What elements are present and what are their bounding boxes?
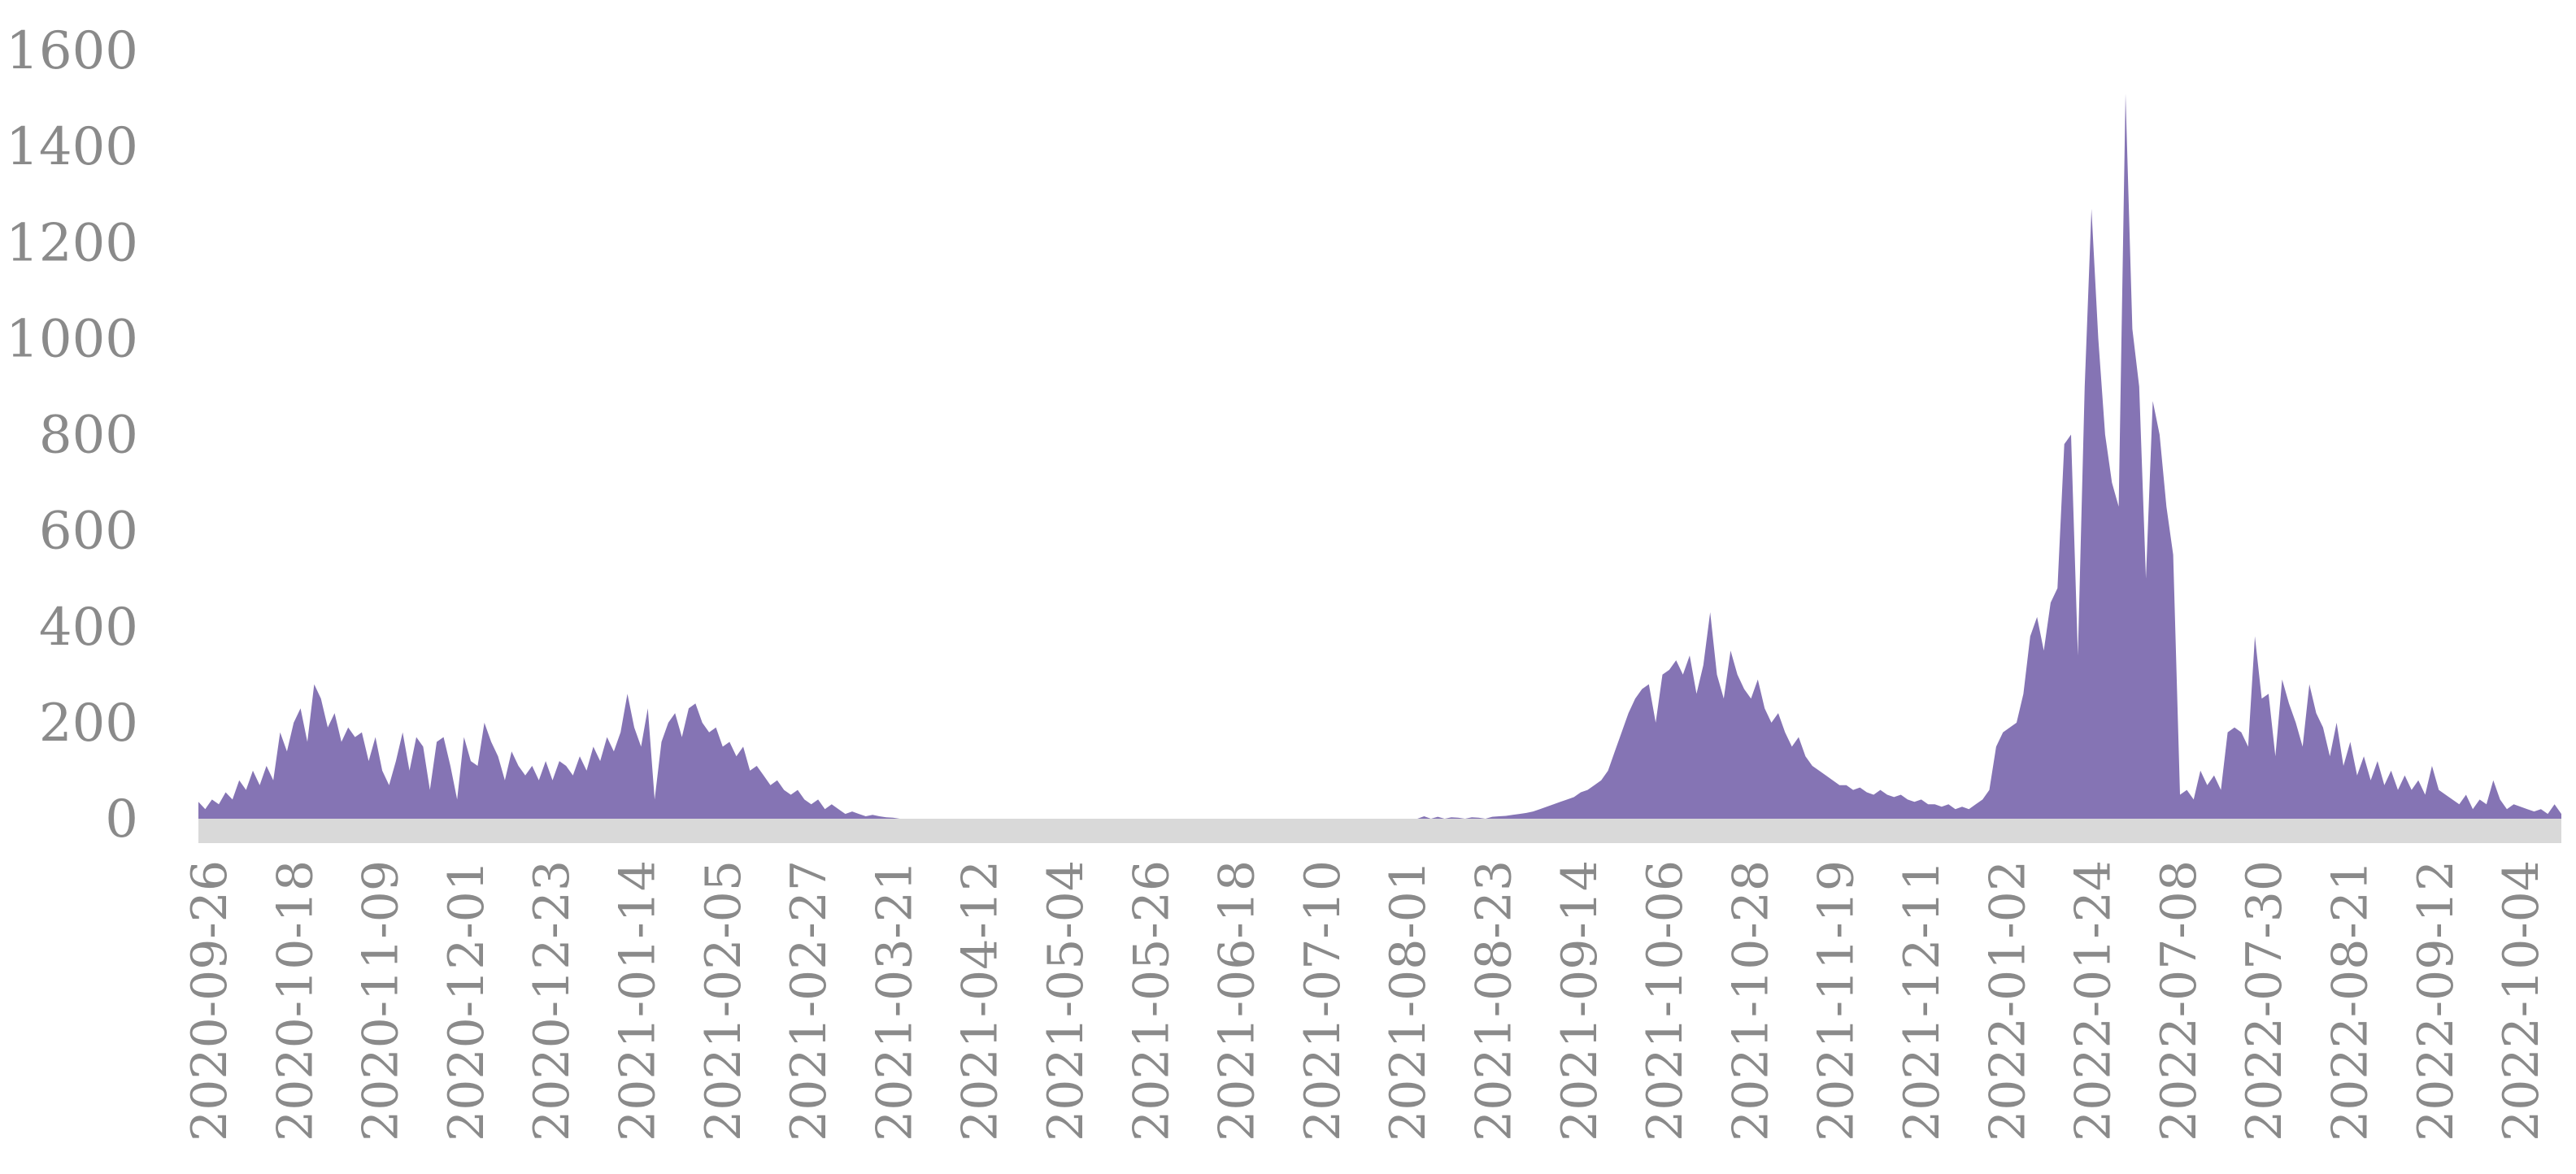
y-tick-label: 800 [39, 406, 138, 466]
x-tick-label: 2022-09-12 [2408, 860, 2465, 1141]
x-tick-label: 2020-09-26 [181, 860, 238, 1141]
x-tick-label: 2021-02-05 [695, 860, 752, 1141]
y-tick-label: 1600 [6, 21, 138, 81]
series-area [198, 93, 2561, 819]
y-axis: 0 200 400 600 800 1000 1200 1400 1600 [6, 21, 138, 850]
x-tick-label: 2021-10-06 [1637, 860, 1694, 1141]
x-tick-label: 2021-08-01 [1380, 860, 1437, 1141]
x-tick-label: 2021-09-14 [1551, 860, 1608, 1141]
baseline-band [198, 819, 2561, 843]
x-tick-label: 2022-07-30 [2236, 860, 2293, 1141]
x-tick-label: 2021-05-26 [1123, 860, 1180, 1141]
x-tick-label: 2021-12-11 [1894, 860, 1951, 1141]
y-tick-label: 1400 [6, 117, 138, 177]
y-tick-label: 200 [39, 694, 138, 754]
x-tick-label: 2022-01-24 [2065, 860, 2122, 1141]
x-tick-label: 2021-08-23 [1466, 860, 1523, 1141]
x-tick-label: 2020-12-23 [524, 860, 581, 1141]
y-tick-label: 1200 [6, 213, 138, 273]
x-axis: 2020-09-26 2020-10-18 2020-11-09 2020-12-01… [181, 860, 2550, 1141]
x-tick-label: 2022-01-02 [1979, 860, 2036, 1141]
x-tick-label: 2021-06-18 [1209, 860, 1266, 1141]
x-tick-label: 2021-10-28 [1722, 860, 1779, 1141]
x-tick-label: 2021-01-14 [610, 860, 667, 1141]
y-tick-label: 1000 [6, 309, 138, 369]
x-tick-label: 2022-08-21 [2322, 860, 2379, 1141]
x-tick-label: 2020-12-01 [438, 860, 495, 1141]
x-tick-label: 2022-10-04 [2493, 860, 2550, 1141]
x-tick-label: 2020-10-18 [267, 860, 324, 1141]
x-tick-label: 2020-11-09 [353, 860, 410, 1141]
y-tick-label: 600 [39, 502, 138, 562]
y-tick-label: 0 [105, 789, 138, 850]
x-tick-label: 2021-11-19 [1808, 860, 1865, 1141]
x-tick-label: 2021-07-10 [1295, 860, 1351, 1141]
x-tick-label: 2021-03-21 [866, 860, 923, 1141]
x-tick-label: 2021-02-27 [781, 860, 838, 1141]
y-tick-label: 400 [39, 598, 138, 658]
x-tick-label: 2022-07-08 [2151, 860, 2208, 1141]
plot-area [198, 93, 2561, 843]
x-tick-label: 2021-05-04 [1038, 860, 1094, 1141]
x-tick-label: 2021-04-12 [952, 860, 1009, 1141]
